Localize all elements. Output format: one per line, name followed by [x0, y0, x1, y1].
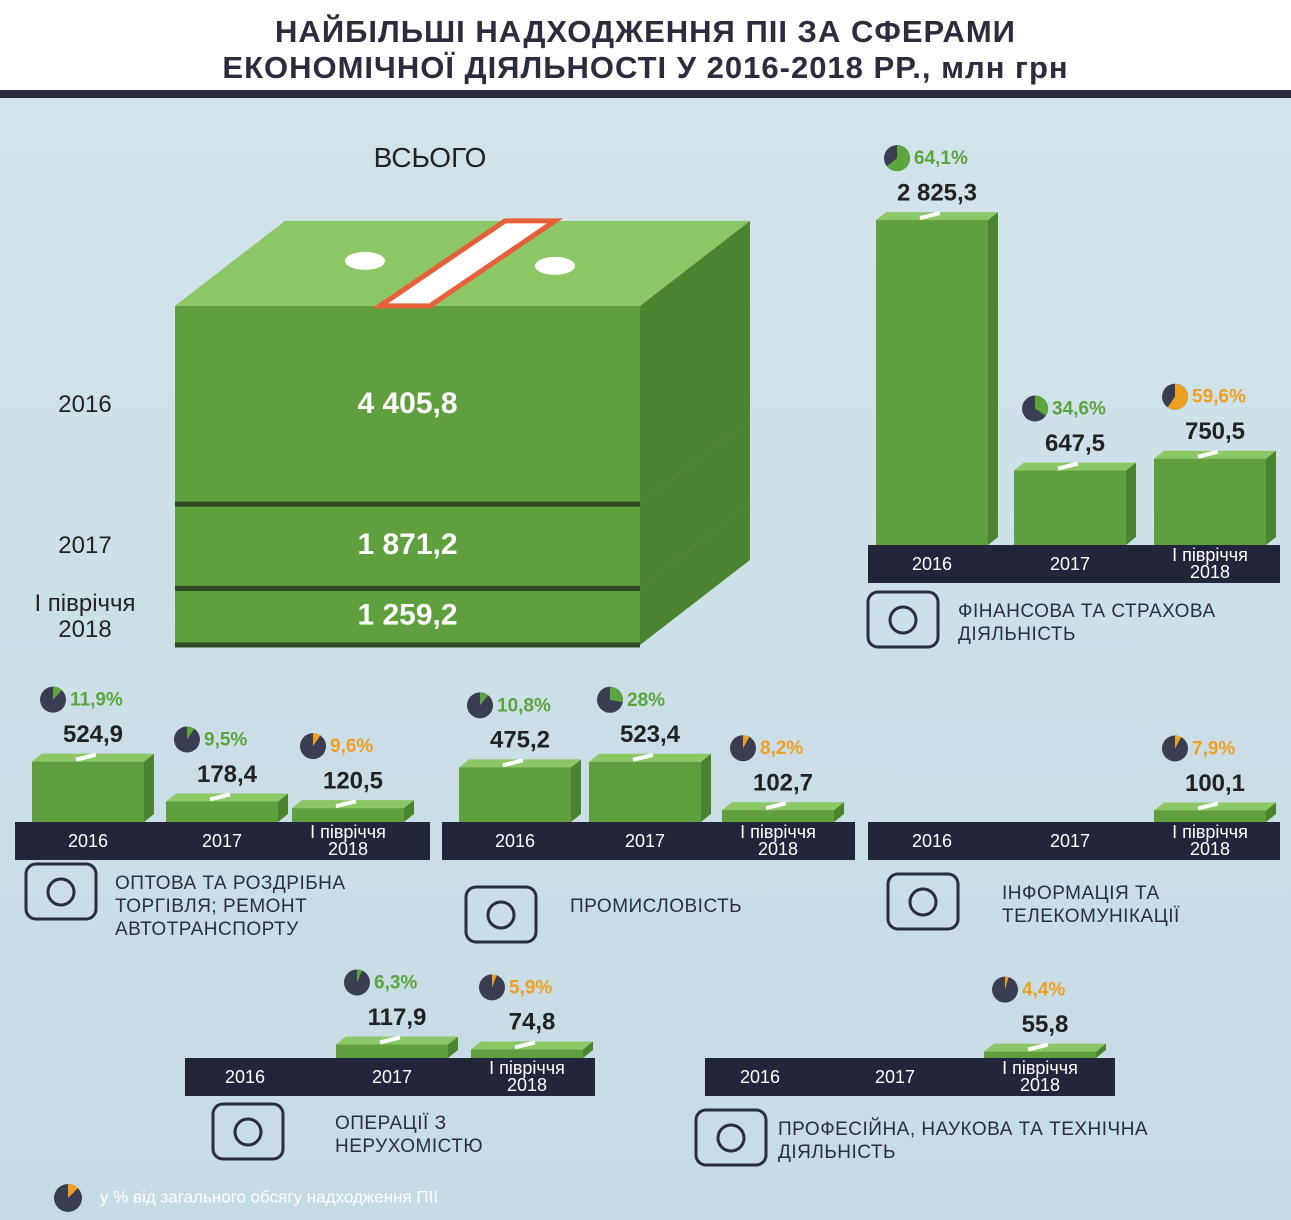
- sector-icon: [868, 592, 938, 647]
- bar: [166, 801, 278, 822]
- bar-side: [1126, 463, 1136, 545]
- value-label: 178,4: [197, 761, 258, 788]
- bar: [336, 1044, 448, 1058]
- bar-side: [144, 754, 154, 822]
- sector-icon: [890, 607, 916, 633]
- period-label: 2016: [712, 1069, 808, 1086]
- period-label: І півріччя 2018: [479, 1060, 575, 1094]
- value-label: 55,8: [1022, 1011, 1069, 1038]
- bar: [876, 220, 988, 545]
- bar-side: [988, 212, 998, 545]
- bar-side: [701, 754, 711, 822]
- share-label: 9,5%: [204, 729, 247, 750]
- period-label: 2016: [10, 392, 160, 418]
- stack-value: 1 871,2: [357, 528, 457, 561]
- sector-name: ФІНАНСОВА ТА СТРАХОВА ДІЯЛЬНІСТЬ: [958, 600, 1278, 646]
- share-label: 5,9%: [509, 977, 552, 998]
- value-label: 523,4: [620, 721, 681, 748]
- pie-slice: [610, 687, 623, 702]
- period-label: 2017: [597, 833, 693, 850]
- period-label: І півріччя 2018: [1162, 547, 1258, 581]
- value-label: 74,8: [509, 1009, 556, 1036]
- bar: [1154, 459, 1266, 545]
- period-label: І півріччя 2018: [300, 824, 396, 858]
- period-label: 2017: [1022, 833, 1118, 850]
- legend-text: у % від загального обсягу надходження ПІ…: [100, 1187, 438, 1206]
- period-label: І півріччя 2018: [1162, 824, 1258, 858]
- stack-value: 1 259,2: [357, 599, 457, 632]
- share-label: 6,3%: [374, 972, 417, 993]
- sector-icon: [235, 1119, 261, 1145]
- period-label: 2017: [1022, 556, 1118, 573]
- value-label: 117,9: [368, 1004, 427, 1031]
- share-label: 10,8%: [497, 695, 551, 716]
- value-label: 647,5: [1045, 430, 1105, 457]
- period-label: 2016: [884, 833, 980, 850]
- value-label: 102,7: [753, 770, 813, 797]
- sector-icon: [466, 887, 536, 942]
- value-label: 2 825,3: [897, 179, 977, 206]
- period-label: 2016: [884, 556, 980, 573]
- sector-icon: [696, 1110, 766, 1165]
- infographic: НАЙБІЛЬШІ НАДХОДЖЕННЯ ПІІ ЗА СФЕРАМИ ЕКО…: [0, 0, 1291, 1220]
- value-label: 120,5: [323, 767, 383, 794]
- period-label: 2016: [40, 833, 136, 850]
- sector-icon: [213, 1104, 283, 1159]
- share-label: 28%: [627, 690, 665, 711]
- bar: [32, 762, 144, 822]
- bar: [471, 1049, 583, 1058]
- period-label: 2016: [467, 833, 563, 850]
- period-label: І півріччя 2018: [992, 1060, 1088, 1094]
- sector-name: ІНФОРМАЦІЯ ТА ТЕЛЕКОМУНІКАЦІЇ: [1002, 882, 1272, 928]
- sector-icon: [910, 889, 936, 915]
- bar: [459, 767, 571, 822]
- period-label: 2016: [197, 1069, 293, 1086]
- sector-icon: [26, 864, 96, 919]
- value-label: 524,9: [63, 721, 123, 748]
- sector-icon: [48, 879, 74, 905]
- bill-mark: [345, 252, 385, 270]
- period-label: І півріччя 2018: [10, 591, 160, 643]
- bar: [589, 762, 701, 822]
- bar-side: [571, 759, 581, 822]
- period-label: 2017: [847, 1069, 943, 1086]
- period-label: І півріччя 2018: [730, 824, 826, 858]
- sector-icon: [488, 902, 514, 928]
- bill-mark: [535, 257, 575, 275]
- share-label: 4,4%: [1022, 980, 1065, 1001]
- period-label: 2017: [10, 533, 160, 559]
- sector-icon: [718, 1125, 744, 1151]
- sector-icon: [888, 874, 958, 929]
- share-label: 8,2%: [760, 738, 803, 759]
- sector-name: ПРОФЕСІЙНА, НАУКОВА ТА ТЕХНІЧНА ДІЯЛЬНІС…: [778, 1118, 1198, 1164]
- share-label: 59,6%: [1192, 387, 1246, 408]
- bar-side: [1266, 451, 1276, 545]
- share-label: 11,9%: [70, 690, 123, 711]
- bar: [292, 808, 404, 822]
- sector-name: ПРОМИСЛОВІСТЬ: [570, 895, 850, 918]
- share-label: 34,6%: [1052, 399, 1106, 420]
- sector-name: ОПТОВА ТА РОЗДРІБНА ТОРГІВЛЯ; РЕМОНТ АВТ…: [115, 872, 435, 941]
- share-label: 9,6%: [330, 736, 373, 757]
- total-label: ВСЬОГО: [340, 145, 520, 171]
- value-label: 750,5: [1185, 418, 1245, 445]
- value-label: 475,2: [490, 727, 550, 754]
- stack-value: 4 405,8: [357, 387, 457, 420]
- period-label: 2017: [174, 833, 270, 850]
- value-label: 100,1: [1185, 770, 1245, 797]
- bar: [722, 810, 834, 822]
- period-label: 2017: [344, 1069, 440, 1086]
- share-label: 64,1%: [914, 148, 968, 169]
- sector-name: ОПЕРАЦІЇ З НЕРУХОМІСТЮ: [335, 1112, 595, 1158]
- bar: [1014, 471, 1126, 545]
- share-label: 7,9%: [1192, 739, 1235, 760]
- bar: [1154, 810, 1266, 822]
